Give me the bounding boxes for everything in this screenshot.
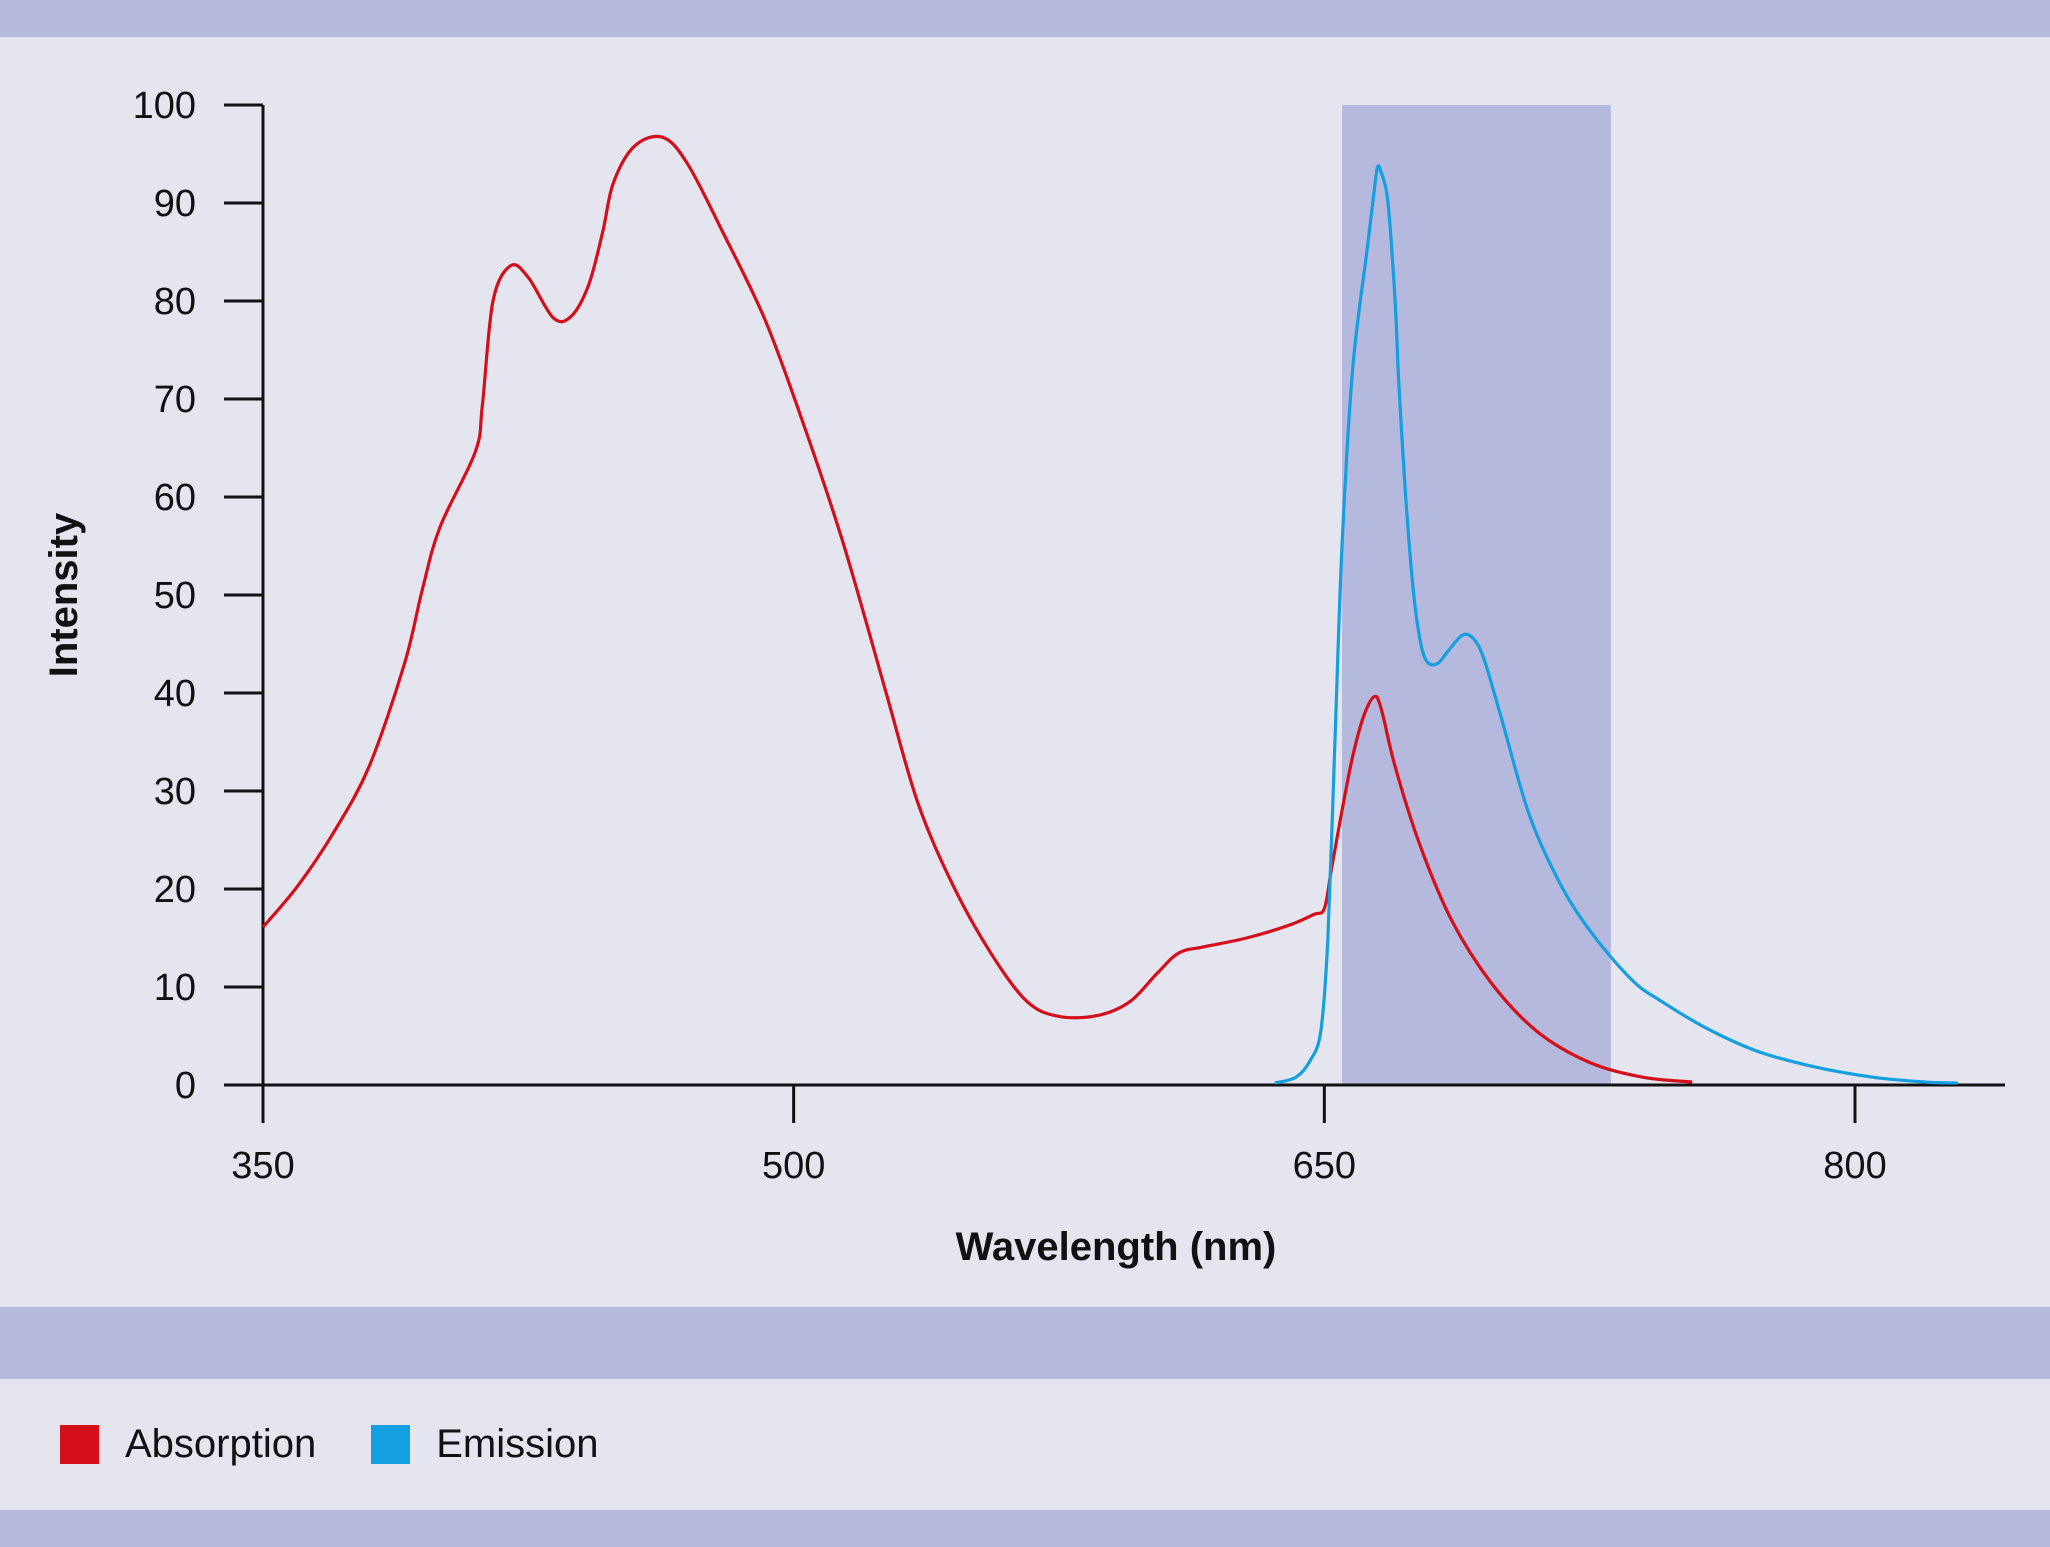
legend-item-absorption: Absorption bbox=[60, 1422, 316, 1467]
y-tick-label-90: 90 bbox=[154, 183, 196, 225]
y-tick-label-40: 40 bbox=[154, 673, 196, 715]
legend-item-emission: Emission bbox=[371, 1422, 599, 1467]
legend-label-emission: Emission bbox=[436, 1422, 599, 1466]
y-tick-label-20: 20 bbox=[154, 869, 196, 911]
legend: Absorption Emission bbox=[0, 1379, 2050, 1510]
y-tick-label-60: 60 bbox=[154, 477, 196, 519]
y-tick-label-0: 0 bbox=[175, 1065, 196, 1107]
y-tick-label-100: 100 bbox=[133, 85, 196, 127]
chart-axes: 0 10 20 30 40 50 60 70 80 90 100 350 500 650 800 bbox=[133, 85, 2005, 1187]
detection-window-band bbox=[1342, 105, 1611, 1085]
y-tick-label-70: 70 bbox=[154, 379, 196, 421]
series-layer bbox=[261, 134, 1958, 1085]
bottom-band bbox=[0, 1510, 2050, 1547]
series-line-emission bbox=[1274, 164, 1958, 1085]
top-band bbox=[0, 0, 2050, 37]
y-tick-label-30: 30 bbox=[154, 771, 196, 813]
y-tick-label-50: 50 bbox=[154, 575, 196, 617]
axis-labels: Wavelength (nm) Intensity bbox=[42, 512, 1276, 1269]
emission-swatch bbox=[371, 1425, 411, 1464]
x-tick-label-500: 500 bbox=[762, 1145, 825, 1187]
series-line-absorption bbox=[261, 134, 1693, 1084]
y-axis-label: Intensity bbox=[42, 512, 86, 677]
y-tick-label-10: 10 bbox=[154, 967, 196, 1009]
x-tick-label-350: 350 bbox=[231, 1145, 294, 1187]
x-tick-label-800: 800 bbox=[1823, 1145, 1886, 1187]
x-tick-label-650: 650 bbox=[1293, 1145, 1356, 1187]
separator-band bbox=[0, 1307, 2050, 1379]
x-axis-label: Wavelength (nm) bbox=[956, 1225, 1277, 1269]
spectrum-chart: 0 10 20 30 40 50 60 70 80 90 100 350 500 650 800 Wavel… bbox=[42, 85, 2005, 1269]
absorption-swatch bbox=[60, 1425, 99, 1464]
y-tick-label-80: 80 bbox=[154, 281, 196, 323]
legend-label-absorption: Absorption bbox=[125, 1422, 317, 1466]
